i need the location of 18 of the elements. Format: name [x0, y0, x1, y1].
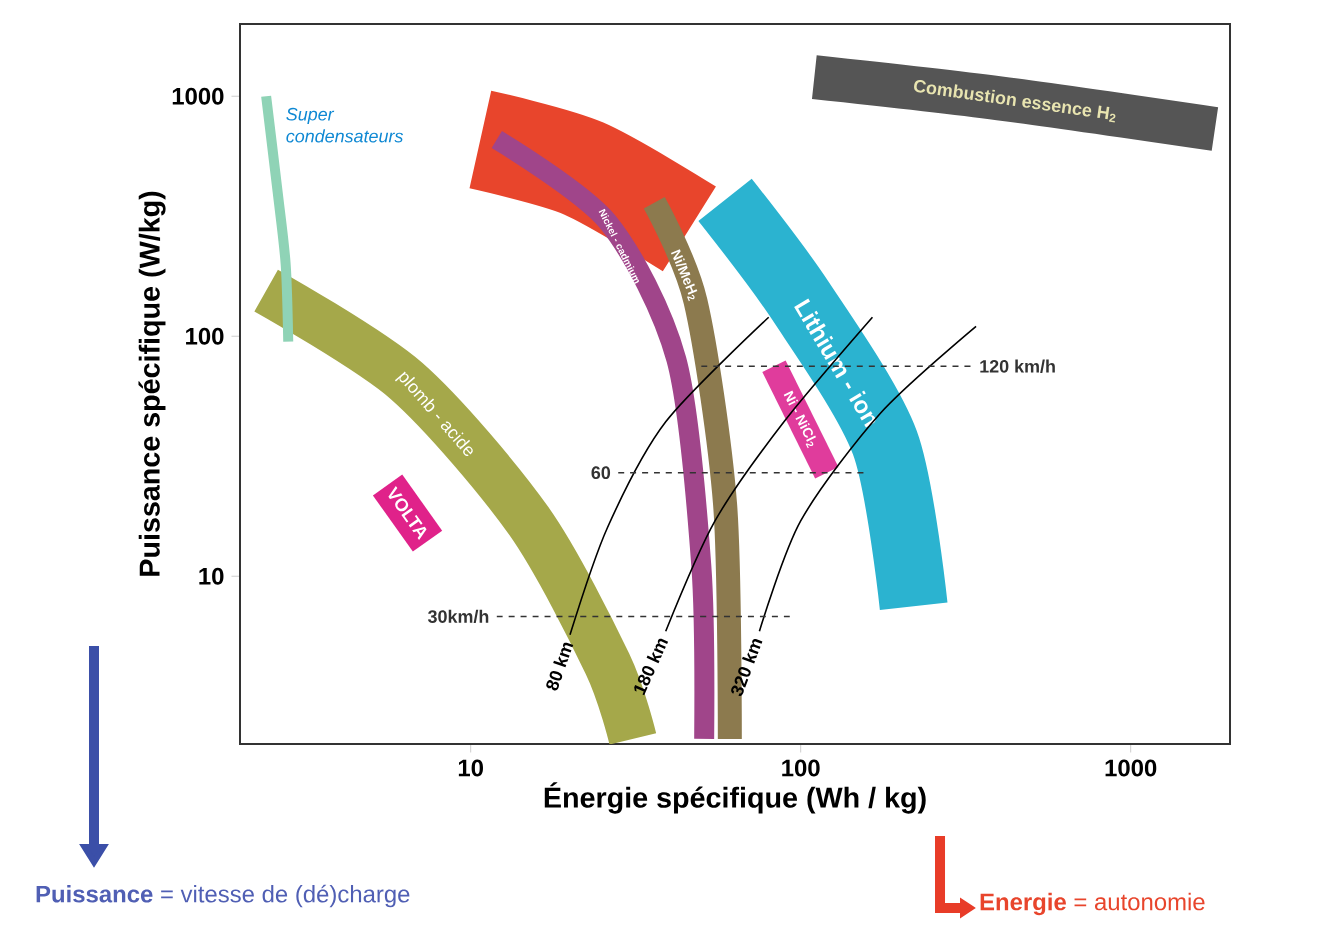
text: 180 km [634, 638, 669, 696]
x-tick-label: 1000 [1105, 759, 1157, 777]
x-tick-label: 100 [782, 759, 820, 777]
y-axis-title: Puissance spécifique (W/kg) [138, 191, 166, 576]
y-tick-label: 1000 [172, 87, 224, 105]
series-label: 120 km/h [980, 359, 1055, 373]
text: 80 km [546, 642, 574, 691]
text: Combustion essence H$_{2}$ [914, 79, 1116, 123]
series-label: 60 [591, 466, 611, 480]
x-tick-label: 10 [458, 759, 483, 777]
x-axis-title: Énergie spécifique (Wh / kg) [544, 782, 926, 814]
text: Puissance = vitesse de (dé)charge [36, 884, 410, 908]
series-label: 30km/h [427, 609, 489, 624]
y-tick-label: 100 [186, 327, 224, 345]
text: Energie = autonomie [980, 892, 1205, 916]
series-label: Super condensateurs [286, 107, 404, 143]
y-tick-label: 10 [199, 567, 224, 585]
text: 320 km [731, 639, 763, 696]
